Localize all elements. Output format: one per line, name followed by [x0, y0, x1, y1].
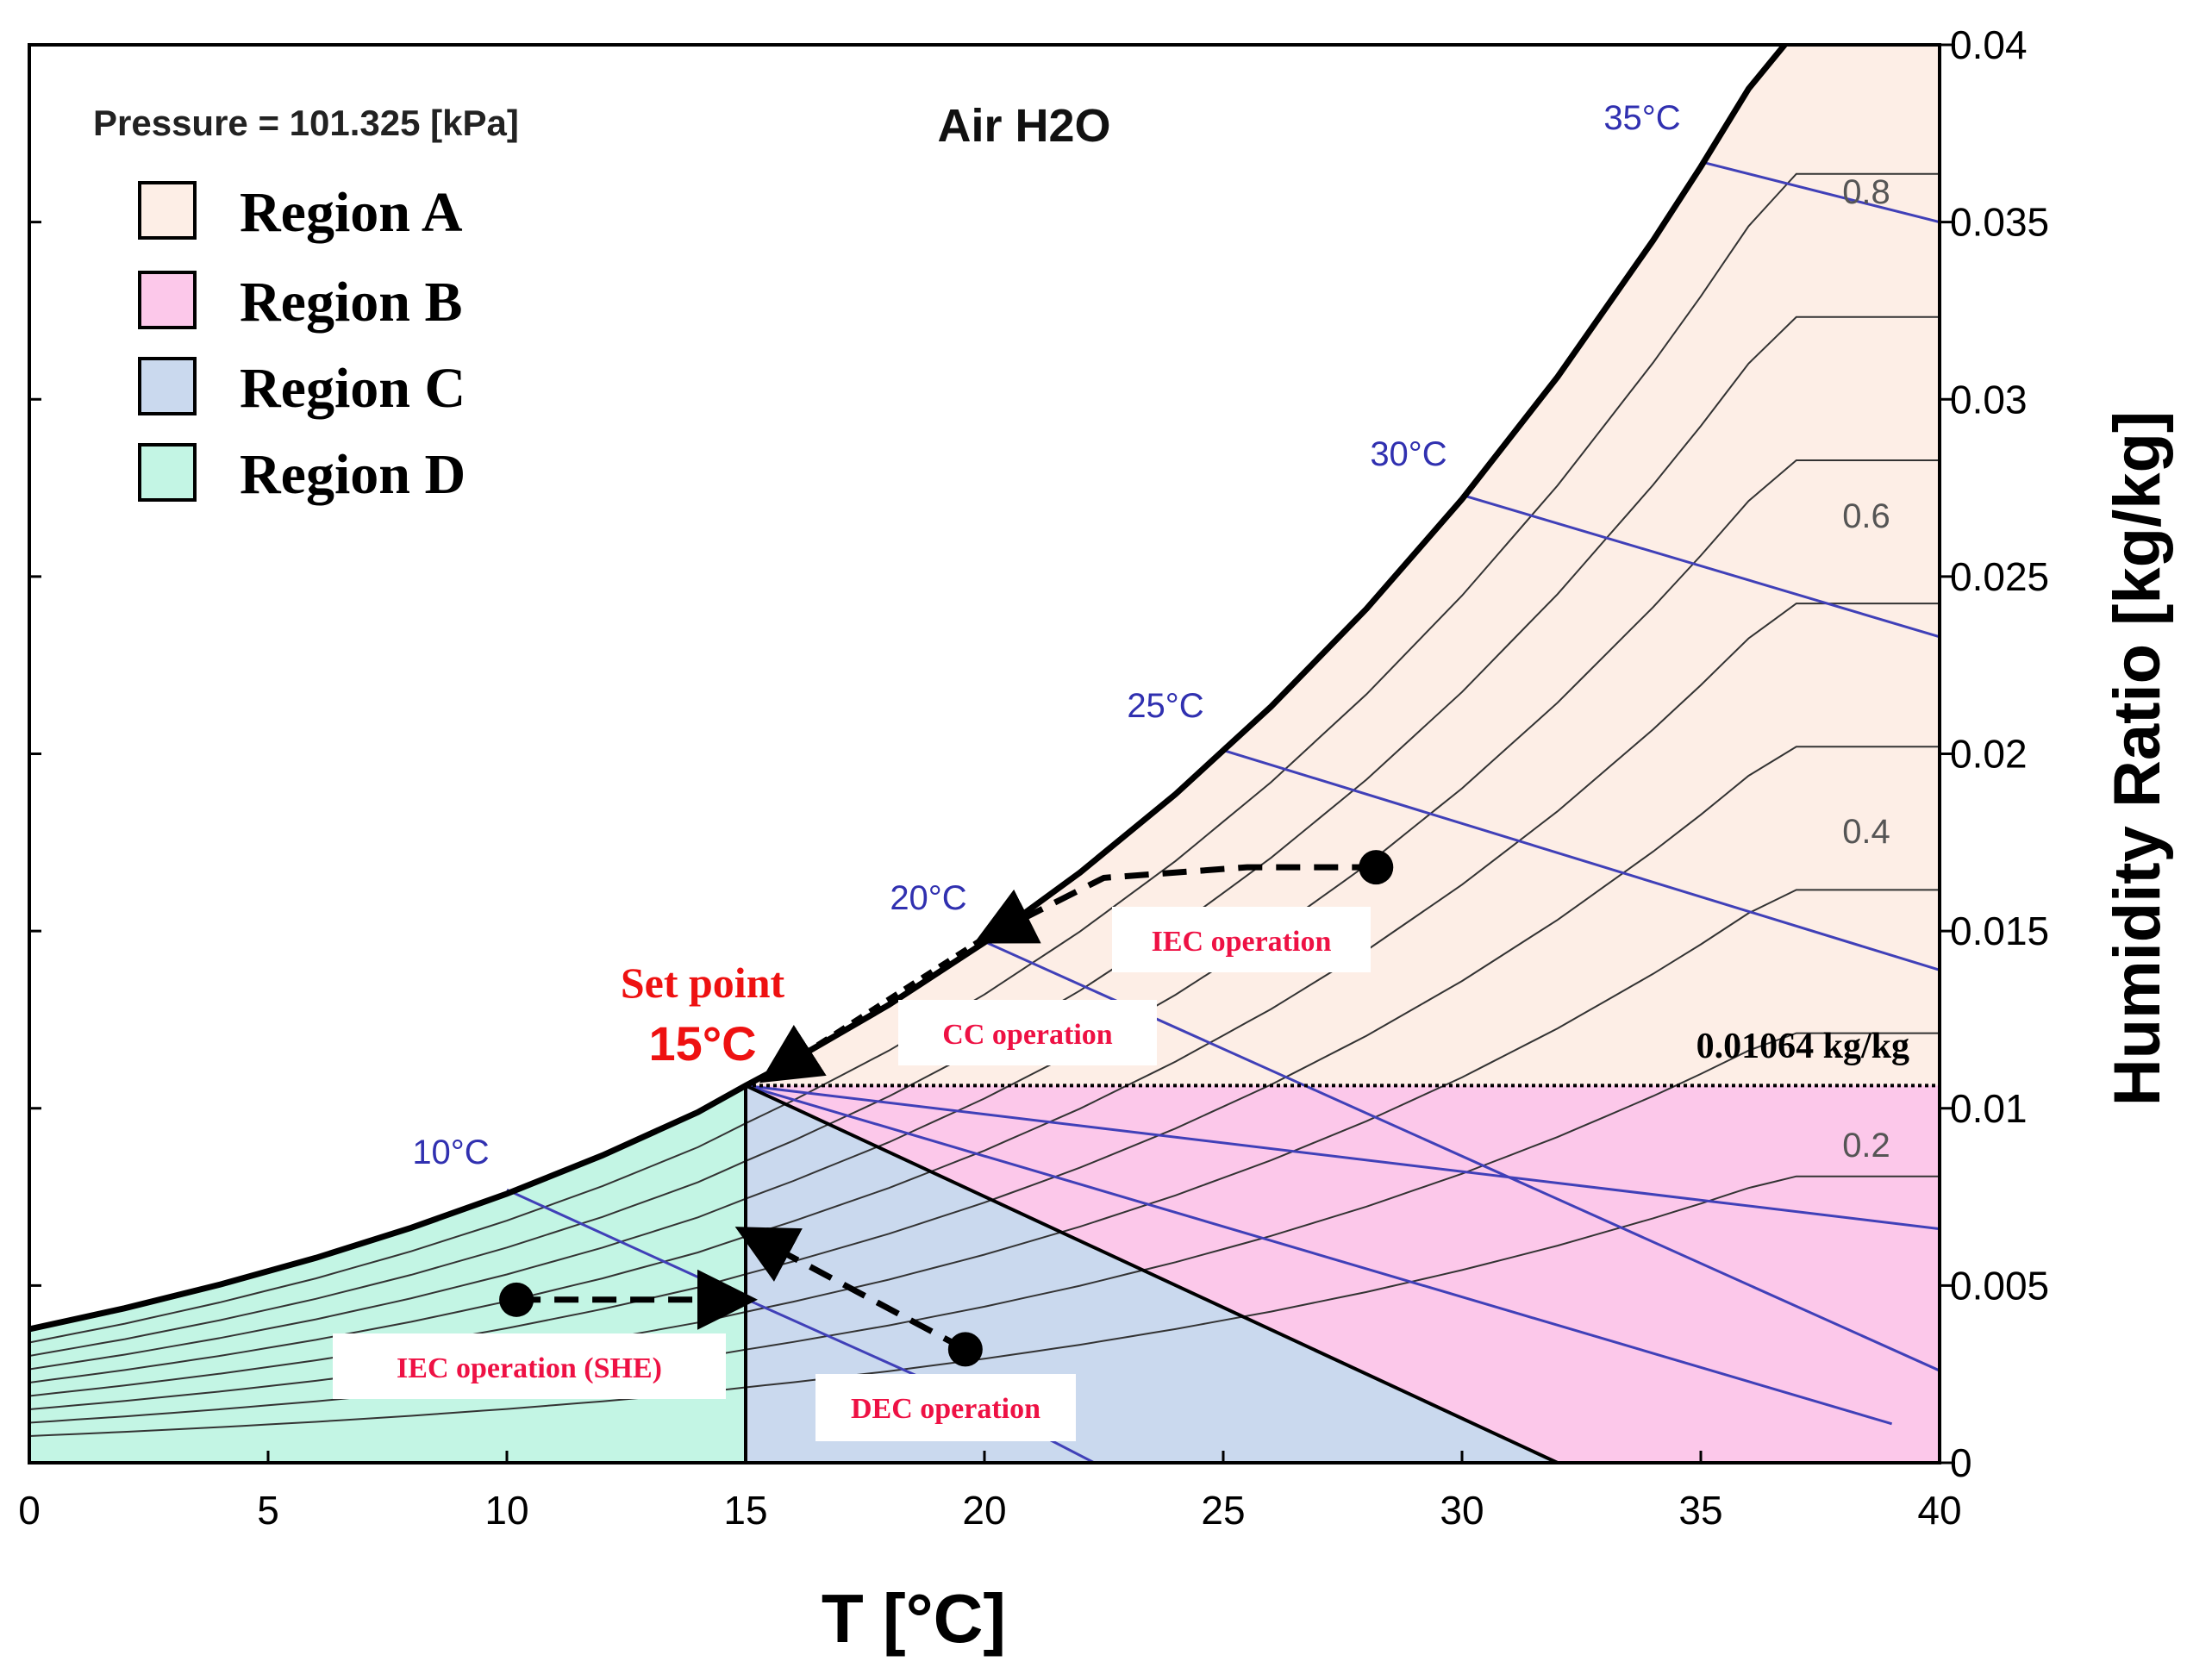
y-tick-label: 0.035: [1950, 200, 2049, 245]
saturation-curve: [29, 45, 1789, 1333]
operation-path: [734, 1227, 967, 1352]
rh-label-0-2: 0.2: [1842, 1127, 1890, 1165]
region-c-boundary-line: [745, 1084, 1559, 1465]
wet-bulb-line: [745, 1084, 1893, 1426]
y-axis-title: Humidity Ratio [kg/kg]: [2101, 411, 2174, 1106]
y-tick-label: 0.04: [1950, 22, 2028, 67]
wet-bulb-label-30: 30°C: [1370, 435, 1447, 473]
x-tick-label: 25: [1201, 1488, 1245, 1533]
y-tick-label: 0.03: [1950, 377, 2028, 422]
legend-swatch-region-a: [138, 181, 197, 240]
y-tick-label: 0.025: [1950, 554, 2049, 599]
wet-bulb-line: [1222, 748, 1940, 971]
legend-label-region-d: Region D: [240, 443, 466, 506]
x-tick-label: 10: [484, 1488, 528, 1533]
set-point-label: Set point: [621, 959, 785, 1007]
rh-curve: [29, 172, 1940, 1344]
wet-bulb-label-35: 35°C: [1603, 99, 1680, 137]
x-tick-label: 40: [1917, 1488, 1961, 1533]
y-tick-label: 0.01: [1950, 1086, 2028, 1131]
pressure-label: Pressure = 101.325 [kPa]: [93, 103, 519, 143]
legend: Region A Region B Region C Region D: [138, 181, 466, 506]
operation-path: [973, 864, 1377, 944]
operation-start-point: [947, 1332, 983, 1367]
set-point-humidity-label: 0.01064 kg/kg: [1696, 1027, 1909, 1066]
x-axis-title: T [°C]: [822, 1580, 1006, 1657]
cc-operation-label: CC operation: [942, 1019, 1112, 1051]
rh-label-0-8: 0.8: [1842, 173, 1890, 211]
operation-label-iec: IEC operation: [1112, 907, 1371, 972]
legend-label-region-a: Region A: [240, 181, 463, 244]
x-axis: 0 5 10 15 20 25 30 35 40: [18, 1451, 1962, 1533]
set-point-temperature: 15°C: [648, 1016, 756, 1071]
wet-bulb-label-10: 10°C: [412, 1134, 489, 1171]
x-tick-label: 0: [18, 1488, 41, 1533]
rh-label-0-6: 0.6: [1842, 497, 1890, 535]
legend-swatch-region-d: [138, 443, 197, 502]
rh-label-0-4: 0.4: [1842, 813, 1890, 851]
operation-start-point: [499, 1282, 534, 1317]
x-tick-label: 30: [1440, 1488, 1484, 1533]
wet-bulb-line: [1461, 493, 1940, 639]
y-tick-label: 0.02: [1950, 732, 2028, 777]
legend-swatch-region-b: [138, 271, 197, 329]
operation-start-point: [1359, 850, 1394, 885]
x-tick-label: 15: [723, 1488, 767, 1533]
legend-label-region-b: Region B: [240, 271, 463, 334]
x-tick-label: 20: [962, 1488, 1006, 1533]
wet-bulb-label-25: 25°C: [1127, 687, 1203, 725]
operation-paths: [499, 850, 1394, 1367]
operation-label-iec-she: IEC operation (SHE): [333, 1333, 726, 1399]
x-tick-label: 35: [1678, 1488, 1722, 1533]
wet-bulb-label-20: 20°C: [890, 879, 966, 917]
y-tick-label: 0.015: [1950, 909, 2049, 953]
rh-curve: [29, 459, 1940, 1371]
chart-title: Air H2O: [937, 100, 1110, 152]
operation-label-cc: CC operation: [898, 1000, 1157, 1065]
y-tick-label: 0.005: [1950, 1263, 2049, 1308]
legend-swatch-region-c: [138, 357, 197, 415]
dec-operation-label: DEC operation: [851, 1393, 1040, 1425]
x-tick-label: 5: [257, 1488, 279, 1533]
y-tick-label: 0: [1950, 1440, 1972, 1485]
iec-she-operation-label: IEC operation (SHE): [397, 1352, 662, 1384]
operation-label-dec: DEC operation: [815, 1374, 1076, 1441]
wet-bulb-line: [745, 1084, 1940, 1231]
y-axis: 0 0.005 0.01 0.015 0.02 0.025 0.03 0.035 0.04: [29, 22, 2049, 1485]
legend-label-region-c: Region C: [240, 357, 466, 420]
iec-operation-label: IEC operation: [1152, 926, 1332, 958]
operation-path: [759, 935, 986, 1084]
wet-bulb-line: [1700, 160, 1940, 224]
region-a-area: [746, 45, 1940, 1086]
